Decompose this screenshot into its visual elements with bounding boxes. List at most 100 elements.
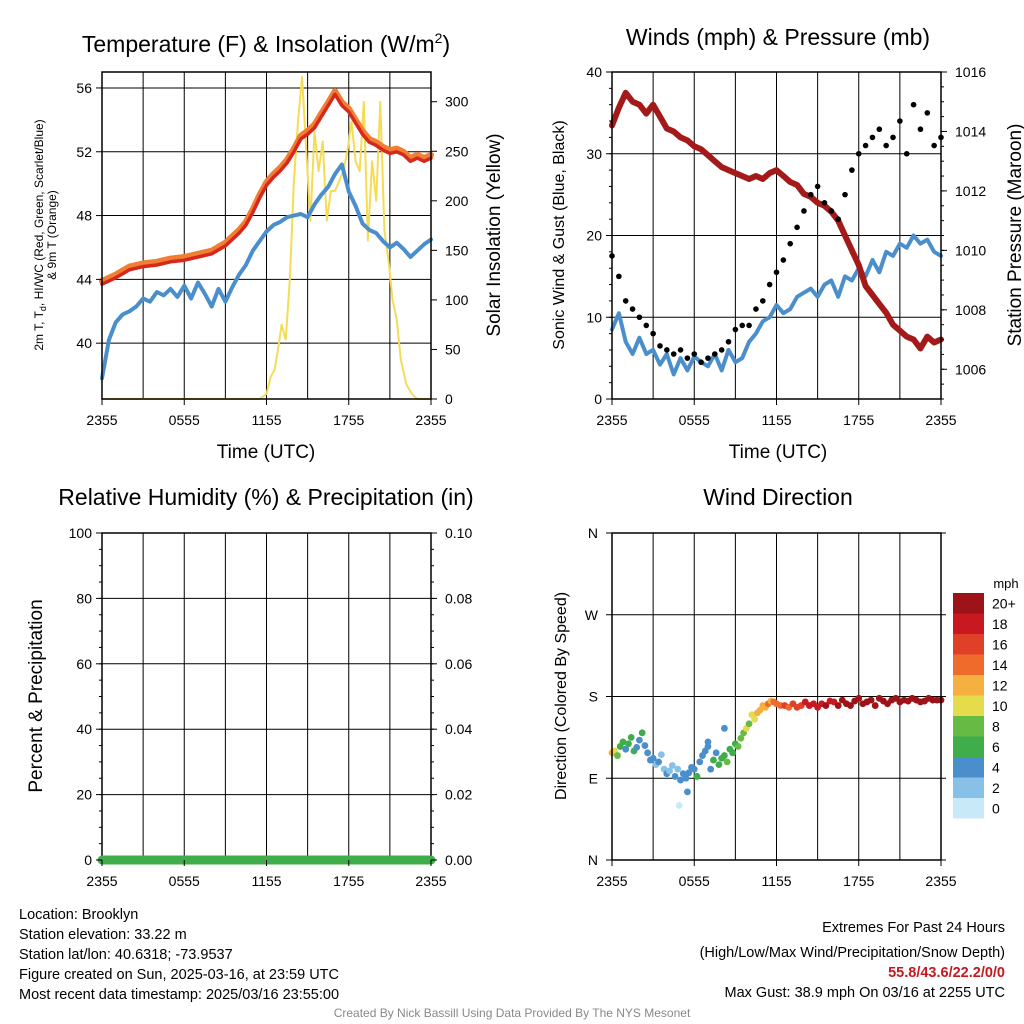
x-axis-label: Time (UTC) (217, 442, 316, 463)
gust-point (622, 298, 629, 304)
wind-direction-point (704, 738, 712, 746)
y-tick-label: 30 (586, 146, 602, 162)
wind-direction-point (644, 749, 652, 757)
y-axis-label: Percent & Precipitation (26, 599, 47, 792)
colorbar-label: 0 (992, 800, 1000, 816)
y-right-axis-label: Station Pressure (Maroon) (1005, 124, 1024, 347)
colorbar-swatch (953, 634, 984, 655)
y-tick-label: 40 (586, 64, 602, 80)
gust-point (835, 216, 841, 222)
wind-direction-point (690, 765, 698, 773)
colorbar-label: 14 (992, 657, 1008, 673)
gust-point (855, 150, 862, 157)
chart-title: Wind Direction (703, 484, 853, 510)
y-axis-label: Direction (Colored By Speed) (553, 592, 570, 800)
gust-point (705, 355, 711, 361)
y-tick-label: E (589, 770, 598, 786)
gust-point (718, 347, 725, 353)
extremes-info: Extremes For Past 24 Hours (High/Low/Max… (700, 918, 1005, 1003)
y-right-tick-label: 0.10 (445, 525, 472, 541)
chart-title: Temperature (F) & Insolation (W/m2) (82, 30, 450, 57)
x-tick-label: 1155 (761, 412, 791, 428)
y-tick-label: W (585, 607, 599, 623)
wind-direction-point (867, 696, 875, 704)
insolation-line (101, 76, 432, 400)
station-info: Location: Brooklyn Station elevation: 33… (19, 905, 339, 1005)
y-right-tick-label: 150 (445, 242, 469, 258)
colorbar-swatch (953, 798, 984, 819)
gust-point (903, 150, 910, 157)
gust-point (849, 167, 855, 173)
y-tick-label: 10 (586, 309, 602, 325)
wind-direction-point (668, 762, 676, 769)
y-tick-label: 100 (69, 525, 93, 541)
y-right-tick-label: 50 (445, 341, 461, 357)
colorbar-label: 8 (992, 718, 1000, 734)
temp-9m-line (99, 88, 434, 284)
x-tick-label: 1155 (251, 412, 281, 428)
y-tick-label: N (588, 852, 598, 868)
y-tick-label: 60 (76, 656, 92, 672)
gust-point (842, 191, 848, 198)
wind-direction-point (855, 694, 863, 702)
wind-direction-point (633, 743, 641, 751)
wind-direction-point (683, 788, 691, 796)
y-tick-label: 80 (76, 590, 92, 606)
y-tick-label: 20 (76, 787, 92, 803)
x-tick-label: 2355 (925, 873, 956, 889)
y-right-tick-label: 250 (445, 143, 469, 159)
y-right-tick-label: 0.08 (445, 590, 472, 606)
colorbar-label: 2 (992, 780, 1000, 796)
gust-point (766, 281, 773, 288)
x-tick-label: 0555 (169, 412, 200, 428)
y-right-tick-label: 300 (445, 94, 469, 110)
y-axis-label: Sonic Wind & Gust (Blue, Black) (551, 120, 568, 349)
gust-point (670, 351, 677, 357)
wind-direction-point (715, 761, 723, 769)
gust-point (636, 314, 643, 321)
x-tick-label: 1755 (333, 412, 364, 428)
x-tick-label: 1755 (333, 873, 364, 889)
sonic-wind-line (610, 233, 943, 377)
x-tick-label: 2355 (415, 873, 446, 889)
y-tick-label: 0 (84, 852, 92, 868)
y-right-tick-label: 1010 (955, 242, 986, 258)
y-right-tick-label: 1006 (955, 361, 986, 377)
colorbar-label: 20+ (992, 595, 1016, 611)
y-right-tick-label: 1014 (955, 123, 986, 139)
gust-point (931, 142, 937, 149)
wind-direction-point (641, 742, 649, 749)
y-tick-label: 0 (594, 391, 602, 407)
wind-direction-point (871, 702, 879, 709)
wind-direction-point (710, 756, 717, 764)
y-right-tick-label: 0 (445, 391, 453, 407)
extremes-subtitle: (High/Low/Max Wind/Precipitation/Snow De… (699, 945, 1005, 961)
gust-point (862, 142, 869, 149)
wind-direction-point (638, 729, 646, 737)
gust-point (739, 322, 746, 329)
y-tick-label: 56 (76, 80, 92, 96)
pressure-line (609, 89, 944, 352)
gust-point (684, 355, 691, 361)
location-line: Location: Brooklyn (19, 907, 139, 923)
x-tick-label: 0555 (679, 412, 710, 428)
gust-point (897, 118, 903, 124)
gust-point (924, 110, 931, 116)
wind-direction-point (627, 733, 635, 741)
gust-point (759, 298, 766, 304)
colorbar-label: 6 (992, 739, 1000, 755)
y-right-tick-label: 0.04 (445, 721, 472, 737)
wind-direction-point (712, 749, 720, 757)
colorbar-swatch (953, 593, 984, 614)
y-tick-label: N (588, 525, 598, 541)
wind-direction-point (649, 754, 657, 762)
x-tick-label: 0555 (679, 873, 710, 889)
recent-data-line: Most recent data timestamp: 2025/03/16 2… (19, 987, 340, 1003)
y-tick-label: 52 (76, 144, 92, 160)
gust-point (780, 257, 787, 263)
dewpoint-line (100, 162, 433, 381)
y-right-tick-label: 0.02 (445, 787, 472, 803)
gust-point (643, 322, 650, 329)
wind-direction-point (734, 743, 742, 750)
gust-point (876, 126, 883, 133)
